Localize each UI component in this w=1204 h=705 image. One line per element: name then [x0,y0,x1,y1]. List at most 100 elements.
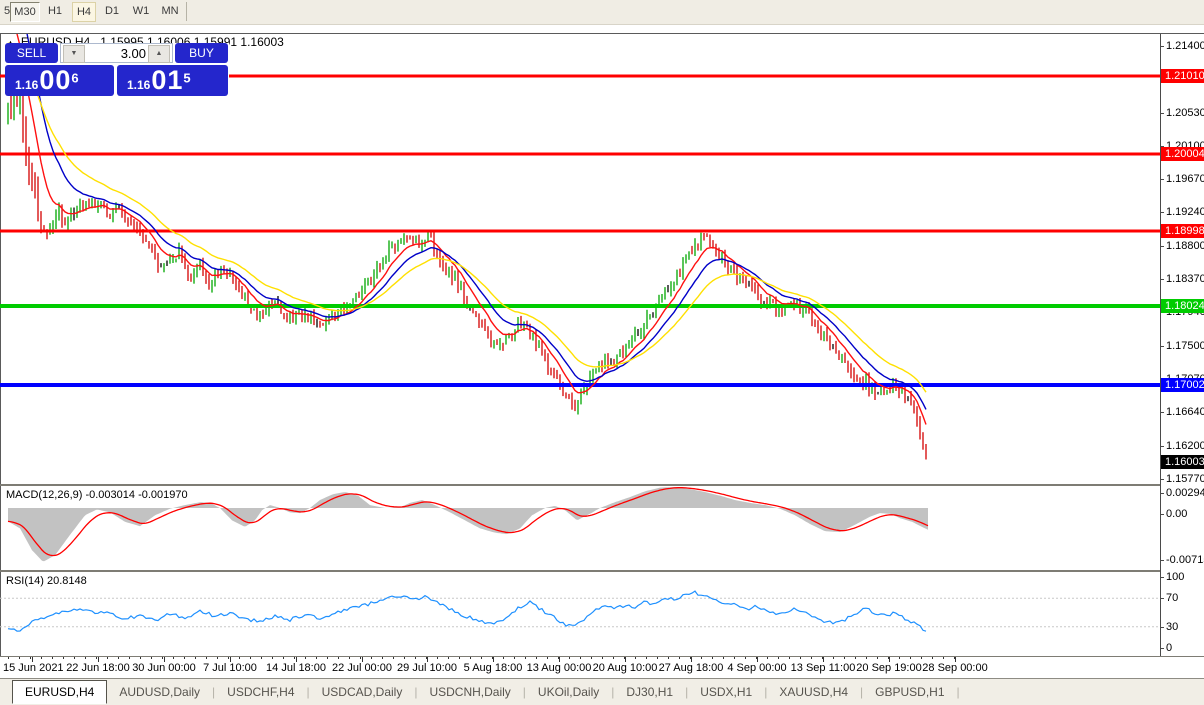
price-level-badge: 1.18024 [1161,299,1204,313]
tab-separator: | [764,685,768,699]
time-minor-tick [85,657,86,659]
macd-chart-canvas[interactable] [0,486,1160,570]
price-tick-label: 1.17500 [1166,340,1204,352]
volume-stepper: ▼ 3.00 ▲ [60,43,173,63]
time-major-tick [691,657,692,662]
price-level-badge: 1.17002 [1161,378,1204,392]
sell-button[interactable]: SELL [5,43,58,63]
timeframe-button-d1[interactable]: D1 [104,5,120,17]
time-minor-tick [470,657,471,659]
time-label: 22 Jul 00:00 [332,662,392,674]
price-tick [1161,113,1164,114]
time-minor-tick [327,657,328,659]
chart-tab-ukoil[interactable]: UKOil,Daily [537,685,600,699]
sell-price-pip: 6 [71,70,79,86]
chart-tab-eurusd[interactable]: EURUSD,H4 [12,680,108,704]
time-minor-tick [745,657,746,659]
time-minor-tick [272,657,273,659]
chart-tab-bar: EURUSD,H4 AUDUSD,Daily | USDCHF,H4 | USDCAD,D… [0,678,1204,705]
time-minor-tick [481,657,482,659]
price-chart-canvas[interactable] [0,34,1160,484]
price-level-badge: 1.20004 [1161,147,1204,161]
time-label: 27 Aug 18:00 [658,662,724,674]
tab-separator: | [611,685,615,699]
time-minor-tick [250,657,251,659]
macd-tick-label: -0.00715 [1166,554,1204,566]
panel-separator[interactable] [0,484,1204,486]
time-major-tick [362,657,363,662]
chart-tab-dj30[interactable]: DJ30,H1 [626,685,674,699]
buy-button[interactable]: BUY [175,43,228,63]
time-minor-tick [855,657,856,659]
sell-price-prefix: 1.16 [15,78,39,92]
rsi-chart-canvas[interactable] [0,572,1160,656]
price-axis[interactable]: 1.214001.209701.205301.201001.196701.192… [1160,34,1204,656]
time-minor-tick [382,657,383,659]
volume-increase-button[interactable]: ▲ [148,45,170,63]
timeframe-button-partial[interactable]: 5 [3,5,11,17]
rsi-indicator-label: RSI(14) 20.8148 [6,575,87,587]
timeframe-button-h1[interactable]: H1 [47,5,63,17]
chart-tab-gbpusd[interactable]: GBPUSD,H1 [875,685,945,699]
tab-separator: | [414,685,418,699]
time-minor-tick [52,657,53,659]
time-major-tick [625,657,626,662]
time-minor-tick [459,657,460,659]
time-minor-tick [569,657,570,659]
macd-indicator-label: MACD(12,26,9) -0.003014 -0.001970 [6,489,188,501]
volume-decrease-button[interactable]: ▼ [63,45,85,63]
time-minor-tick [910,657,911,659]
time-label: 29 Jul 10:00 [397,662,457,674]
buy-price-button[interactable]: 1.16015 [117,65,228,96]
time-minor-tick [767,657,768,659]
tab-separator: | [306,685,310,699]
time-minor-tick [316,657,317,659]
time-minor-tick [580,657,581,659]
tab-separator: | [685,685,689,699]
chart-tab-audusd[interactable]: AUDUSD,Daily [119,685,201,699]
time-minor-tick [217,657,218,659]
time-minor-tick [701,657,702,659]
price-tick-label: 1.18370 [1166,273,1204,285]
time-major-tick [164,657,165,662]
price-tick [1161,346,1164,347]
time-label: 20 Sep 19:00 [856,662,922,674]
time-minor-tick [943,657,944,659]
time-label: 4 Sep 00:00 [727,662,787,674]
chart-tab-usdcnh[interactable]: USDCNH,Daily [429,685,511,699]
panel-separator[interactable] [0,570,1204,572]
time-major-tick [493,657,494,662]
volume-value[interactable]: 3.00 [120,46,146,61]
timeframe-button-w1[interactable]: W1 [132,5,150,17]
rsi-tick [1161,598,1164,599]
time-major-tick [757,657,758,662]
chart-tab-xauusd[interactable]: XAUUSD,H4 [779,685,849,699]
chart-tab-usdcad[interactable]: USDCAD,Daily [321,685,403,699]
timeframe-button-mn[interactable]: MN [161,5,179,17]
rsi-tick-label: 70 [1166,592,1179,604]
time-label: 20 Aug 10:00 [592,662,658,674]
time-minor-tick [437,657,438,659]
time-label: 7 Jul 10:00 [203,662,257,674]
timeframe-button-m30[interactable]: M30 [10,2,40,22]
time-minor-tick [448,657,449,659]
chart-tab-usdchf[interactable]: USDCHF,H4 [227,685,295,699]
chart-tab-usdx[interactable]: USDX,H1 [700,685,753,699]
time-minor-tick [8,657,9,659]
panel-separator [0,656,1204,657]
time-major-tick [98,657,99,662]
buy-price-main: 01 [151,65,184,95]
time-minor-tick [360,657,361,659]
time-minor-tick [547,657,548,659]
time-minor-tick [613,657,614,659]
price-tick [1161,146,1164,147]
time-axis[interactable]: 15 Jun 2021 22 Jun 18:00 30 Jun 00:00 7 Jul… [0,657,1204,678]
time-minor-tick [283,657,284,659]
timeframe-button-h4[interactable]: H4 [72,2,96,22]
sell-price-button[interactable]: 1.16006 [5,65,114,96]
time-major-tick [296,657,297,662]
time-label: 30 Jun 00:00 [132,662,196,674]
price-tick-label: 1.21400 [1166,40,1204,52]
time-minor-tick [789,657,790,659]
